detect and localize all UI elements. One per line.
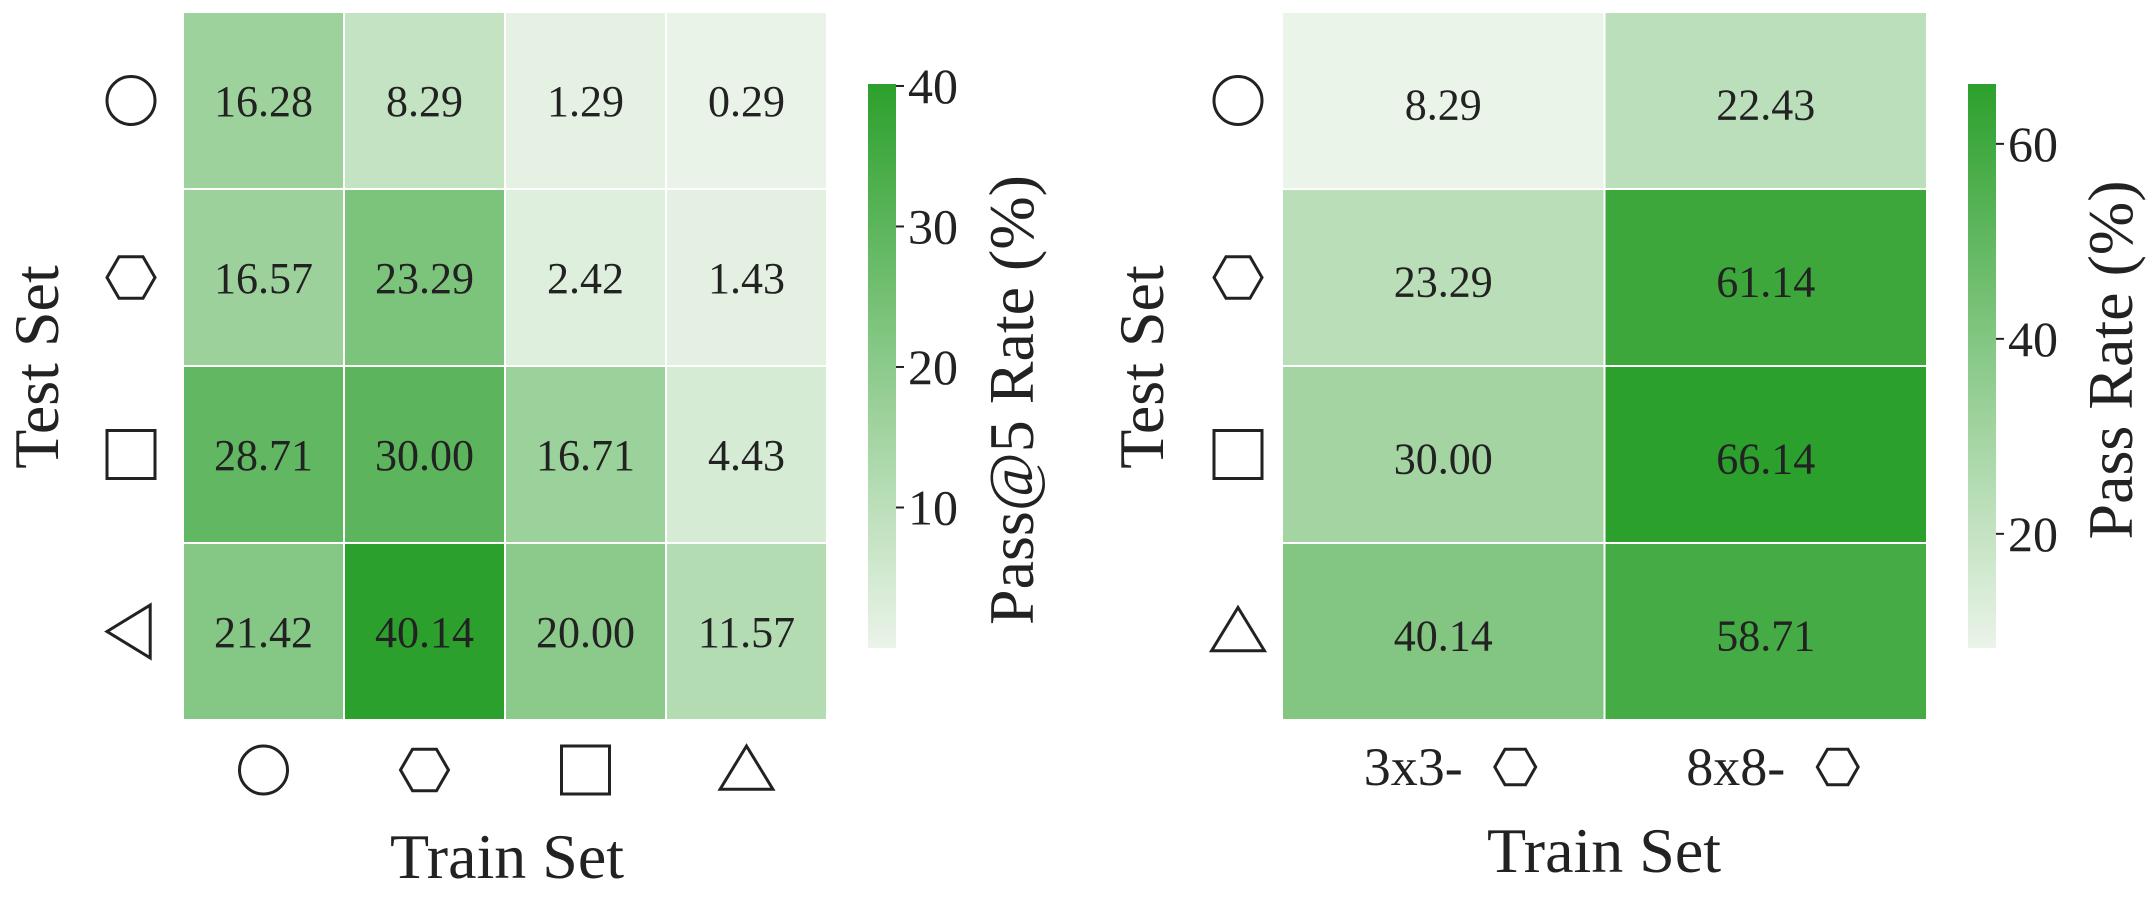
heatmap-cell (1281, 542, 1606, 721)
colorbar-gradient (1968, 84, 1996, 648)
cell-value-label: 21.42 (214, 608, 313, 657)
cell-value-label: 1.29 (547, 77, 624, 126)
y-tick-icons (104, 75, 157, 661)
cell-value-label: 0.29 (708, 77, 785, 126)
cell-value-label: 8.29 (386, 77, 463, 126)
cell-value-label: 16.57 (214, 254, 313, 303)
colorbar-gradient (868, 84, 896, 648)
cell-value-label: 20.00 (536, 608, 635, 657)
colorbar-tick-label: 30 (908, 198, 958, 254)
cell-value-label: 61.14 (1716, 257, 1815, 306)
heatmap-cell (182, 11, 345, 190)
cell-value-label: 30.00 (375, 431, 474, 480)
y-tick-icons (1208, 75, 1268, 653)
cell-value-label: 22.43 (1716, 80, 1815, 129)
square-icon (560, 744, 611, 796)
cell-value-label: 16.71 (536, 431, 635, 480)
cell-value-label: 2.42 (547, 254, 624, 303)
heatmap-cell (504, 11, 667, 190)
heatmap-cell (1603, 11, 1928, 190)
x-tick-labels: 3x3- 8x8- (1364, 737, 1860, 797)
cell-value-label: 30.00 (1394, 434, 1493, 483)
y-axis-label: Test Set (1, 265, 72, 469)
colorbar-tick-label: 40 (908, 58, 958, 114)
heatmap-pass-at-5: 16.28 8.29 1.29 0.29 16.57 23.29 2.42 1.43 28.71… (1, 11, 1047, 892)
cell-value-label: 16.28 (214, 77, 313, 126)
colorbar-tick-label: 10 (908, 479, 958, 535)
heatmap-cell (343, 11, 506, 190)
heatmap-cell (665, 11, 828, 190)
cell-value-label: 40.14 (1394, 611, 1493, 660)
x-axis-label: Train Set (390, 821, 624, 892)
triangle-left-icon (104, 602, 152, 661)
square-icon (1212, 429, 1264, 480)
heatmap-cells: 8.29 22.43 23.29 61.14 30.00 66.14 40.14 58.71 (1281, 11, 1928, 721)
heatmap-cell (182, 188, 345, 367)
cell-value-label: 58.71 (1716, 611, 1815, 660)
heatmap-cell (1603, 188, 1928, 367)
hexagon-icon (1493, 747, 1538, 787)
heatmap-cell (182, 542, 345, 721)
colorbar-label: Pass@5 Rate (%) (976, 175, 1047, 625)
heatmap-cell (343, 188, 506, 367)
heatmap-cell (1281, 188, 1606, 367)
heatmap-cells: 16.28 8.29 1.29 0.29 16.57 23.29 2.42 1.43 28.71… (182, 11, 828, 721)
circle-icon (238, 744, 289, 796)
triangle-up-icon (717, 743, 776, 791)
heatmap-cell (1603, 542, 1928, 721)
heatmap-cell (665, 188, 828, 367)
square-icon (105, 429, 157, 480)
heatmap-cell (343, 365, 506, 544)
heatmap-cell (343, 542, 506, 721)
hexagon-icon (1815, 747, 1860, 787)
x-tick-icons (238, 743, 776, 796)
y-axis-label: Test Set (1106, 265, 1177, 469)
hexagon-icon (1212, 255, 1264, 300)
colorbar-label: Pass Rate (%) (2075, 180, 2146, 539)
cell-value-label: 1.43 (708, 254, 785, 303)
cell-value-label: 66.14 (1716, 434, 1815, 483)
colorbar-tick-label: 40 (2008, 311, 2058, 367)
heatmap-cell (665, 365, 828, 544)
heatmap-cell (1603, 365, 1928, 544)
colorbar: 20 40 60 (1968, 84, 2058, 648)
circle-icon (1212, 75, 1264, 126)
hexagon-icon (105, 255, 157, 300)
colorbar-tick-label: 20 (2008, 506, 2058, 562)
circle-icon (105, 75, 157, 126)
heatmap-cell (665, 542, 828, 721)
triangle-up-icon (1208, 604, 1268, 653)
cell-value-label: 11.57 (698, 608, 795, 657)
x-axis-label: Train Set (1487, 815, 1721, 886)
cell-value-label: 4.43 (708, 431, 785, 480)
hexagon-icon (398, 747, 451, 793)
colorbar-tick-label: 20 (908, 339, 958, 395)
cell-value-label: 23.29 (1394, 257, 1493, 306)
cell-value-label: 8.29 (1405, 80, 1482, 129)
cell-value-label: 28.71 (214, 431, 313, 480)
colorbar: 10 20 30 40 (868, 58, 958, 648)
cell-value-label: 23.29 (375, 254, 474, 303)
x-tick-label: 3x3- (1364, 737, 1463, 797)
cell-value-label: 40.14 (375, 608, 474, 657)
x-tick-label: 8x8- (1686, 737, 1785, 797)
colorbar-tick-label: 60 (2008, 116, 2058, 172)
